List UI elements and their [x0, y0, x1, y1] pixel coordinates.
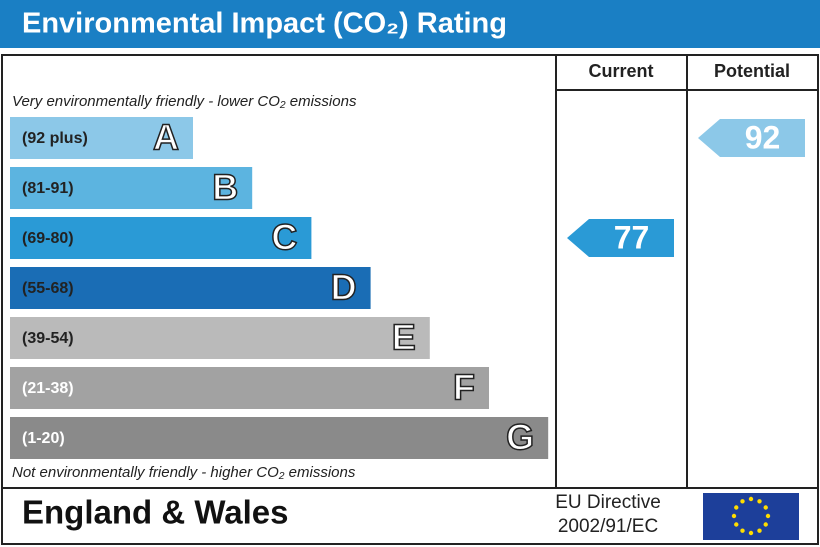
star — [740, 499, 745, 504]
star — [757, 528, 762, 533]
title: Environmental Impact (CO₂) Rating — [22, 8, 507, 40]
star — [748, 496, 754, 502]
band-letter: G — [506, 417, 534, 458]
rating-arrow — [567, 219, 674, 257]
band-bar — [10, 217, 312, 259]
star — [763, 505, 768, 510]
bottom-note: Not environmentally friendly - higher CO… — [12, 464, 356, 481]
band-range: (69-80) — [22, 230, 74, 247]
star — [763, 522, 768, 527]
directive: 2002/91/EC — [558, 516, 658, 537]
band-bar — [10, 417, 549, 459]
star — [757, 499, 762, 504]
title-bar — [0, 0, 820, 48]
band-letter: C — [271, 217, 297, 258]
band-bar — [10, 317, 430, 359]
band-range: (1-20) — [22, 430, 65, 447]
band-letter: E — [392, 317, 416, 358]
rating-arrow — [698, 119, 805, 157]
star — [734, 505, 739, 510]
star — [748, 530, 754, 536]
band-bar — [10, 117, 193, 159]
band-range: (55-68) — [22, 280, 74, 297]
header-current: Current — [588, 61, 653, 81]
star — [734, 522, 739, 527]
star — [740, 528, 745, 533]
band-bar — [10, 267, 371, 309]
band-letter: F — [453, 367, 475, 408]
band-letter: B — [212, 167, 238, 208]
star — [765, 513, 771, 519]
rating-value: 92 — [745, 119, 781, 155]
band-bar — [10, 167, 253, 209]
star — [731, 513, 737, 519]
band-letter: D — [331, 267, 357, 308]
eu-flag — [703, 493, 799, 540]
directive: EU Directive — [555, 492, 661, 513]
band-range: (81-91) — [22, 180, 74, 197]
band-range: (21-38) — [22, 380, 74, 397]
band-range: (39-54) — [22, 330, 74, 347]
region: England & Wales — [22, 494, 288, 531]
top-note: Very environmentally friendly - lower CO… — [12, 93, 357, 110]
header-potential: Potential — [714, 61, 790, 81]
band-letter: A — [153, 117, 179, 158]
rating-value: 77 — [614, 219, 650, 255]
band-bar — [10, 367, 489, 409]
band-range: (92 plus) — [22, 130, 88, 147]
frame — [1, 54, 819, 545]
